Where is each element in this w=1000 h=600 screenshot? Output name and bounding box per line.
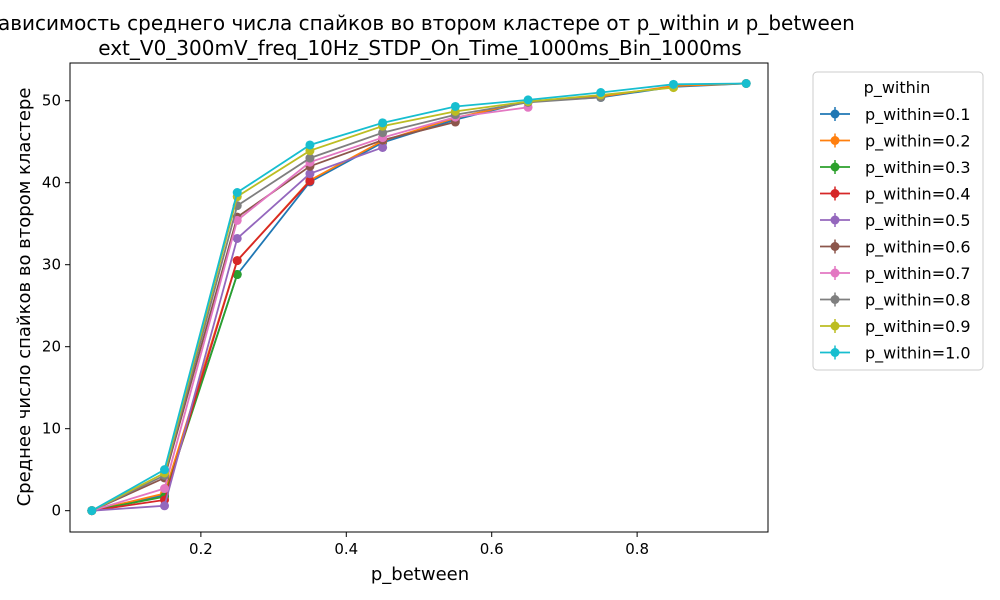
legend-marker bbox=[830, 295, 840, 304]
data-point bbox=[450, 101, 460, 111]
data-point bbox=[741, 78, 751, 88]
legend-marker bbox=[830, 136, 840, 145]
series-p_within=1.0 bbox=[87, 78, 751, 516]
y-tick-label: 30 bbox=[42, 256, 61, 274]
data-point bbox=[305, 169, 315, 179]
axes-frame bbox=[69, 62, 769, 533]
data-point bbox=[596, 88, 606, 98]
data-point bbox=[160, 501, 170, 511]
series-line bbox=[91, 82, 747, 512]
legend-item: p_within=0.7 bbox=[820, 264, 971, 284]
legend-marker bbox=[830, 162, 840, 172]
data-point bbox=[305, 140, 315, 150]
data-point bbox=[160, 465, 170, 475]
legend-marker bbox=[830, 109, 840, 119]
series-line bbox=[91, 82, 747, 512]
series-p_within=0.8 bbox=[87, 92, 606, 516]
legend-item: p_within=0.6 bbox=[820, 238, 971, 258]
legend-label: p_within=0.2 bbox=[865, 132, 971, 152]
legend-item: p_within=0.8 bbox=[820, 291, 971, 311]
legend-label: p_within=0.1 bbox=[865, 105, 971, 125]
series-p_within=0.1 bbox=[87, 78, 751, 516]
y-tick-label: 20 bbox=[42, 338, 61, 356]
x-tick-label: 0.6 bbox=[480, 540, 504, 558]
data-point bbox=[378, 118, 388, 128]
legend-title: p_within bbox=[864, 78, 931, 98]
legend-label: p_within=0.7 bbox=[865, 264, 971, 284]
y-tick-label: 0 bbox=[51, 502, 61, 520]
legend-marker bbox=[830, 348, 840, 357]
series-line bbox=[91, 96, 601, 512]
legend-marker bbox=[830, 215, 840, 225]
legend-item: p_within=0.2 bbox=[820, 132, 971, 152]
data-point bbox=[232, 188, 242, 198]
chart-title: Зависимость среднего числа спайков во вт… bbox=[0, 11, 855, 35]
data-point bbox=[668, 79, 678, 89]
y-tick-label: 50 bbox=[42, 92, 61, 110]
data-point bbox=[232, 256, 242, 266]
legend-marker bbox=[830, 268, 840, 278]
legend-label: p_within=0.9 bbox=[865, 317, 971, 337]
x-axis-label: p_between bbox=[371, 564, 469, 585]
data-point bbox=[378, 142, 388, 152]
x-tick-label: 0.4 bbox=[334, 540, 358, 558]
data-point bbox=[523, 95, 533, 105]
data-point bbox=[232, 270, 242, 280]
legend-frame bbox=[812, 71, 984, 371]
series-p_within=0.7 bbox=[87, 102, 533, 516]
legend-label: p_within=1.0 bbox=[865, 344, 971, 364]
series-line bbox=[91, 82, 747, 512]
legend-marker bbox=[830, 242, 840, 251]
data-point bbox=[305, 176, 315, 186]
legend-item: p_within=0.5 bbox=[820, 211, 971, 231]
legend-marker bbox=[830, 321, 840, 331]
legend-marker bbox=[830, 189, 840, 198]
data-point bbox=[87, 506, 97, 516]
series-line bbox=[91, 180, 311, 512]
legend-label: p_within=0.4 bbox=[865, 185, 971, 205]
legend-item: p_within=0.3 bbox=[820, 158, 971, 178]
series-line bbox=[91, 121, 456, 512]
legend-label: p_within=0.5 bbox=[865, 211, 971, 231]
data-point bbox=[378, 128, 388, 138]
x-tick-label: 0.8 bbox=[625, 540, 649, 558]
legend-item: p_within=0.4 bbox=[820, 185, 971, 205]
legend-item: p_within=0.9 bbox=[820, 317, 971, 337]
legend-item: p_within=1.0 bbox=[820, 344, 971, 364]
plot-area: 0.2 0.4 0.6 0.8 0 10 20 30 40 50 bbox=[42, 62, 769, 558]
data-point bbox=[305, 153, 315, 163]
y-axis-label: Среднее число спайков во втором кластере bbox=[14, 88, 35, 507]
legend-item: p_within=0.1 bbox=[820, 105, 971, 125]
data-point bbox=[160, 484, 170, 494]
legend: p_within p_within=0.1 p_within=0.2 p_withi… bbox=[812, 71, 984, 371]
legend-label: p_within=0.3 bbox=[865, 158, 971, 178]
legend-label: p_within=0.8 bbox=[865, 291, 971, 311]
legend-label: p_within=0.6 bbox=[865, 238, 971, 258]
series-p_within=0.6 bbox=[87, 117, 460, 516]
data-point bbox=[232, 215, 242, 225]
y-tick-label: 40 bbox=[42, 174, 61, 192]
data-point bbox=[232, 233, 242, 243]
x-tick-label: 0.2 bbox=[189, 540, 213, 558]
series-p_within=0.2 bbox=[87, 78, 751, 516]
y-tick-label: 10 bbox=[42, 420, 61, 438]
chart-subtitle: ext_V0_300mV_freq_10Hz_STDP_On_Time_1000… bbox=[98, 36, 741, 60]
